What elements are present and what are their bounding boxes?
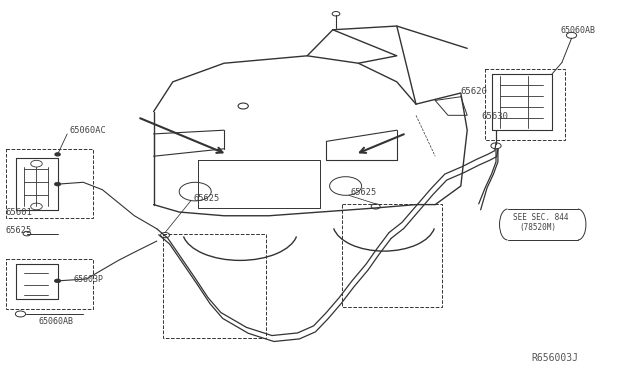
Text: (78520M): (78520M): [520, 223, 557, 232]
Text: 65060AC: 65060AC: [69, 126, 106, 135]
Circle shape: [55, 153, 60, 156]
Text: SEE SEC. 844: SEE SEC. 844: [513, 213, 569, 222]
Text: 65601: 65601: [5, 208, 32, 217]
Text: 65060AB: 65060AB: [561, 26, 596, 35]
Circle shape: [54, 182, 61, 186]
Circle shape: [54, 279, 61, 283]
Text: 65060AB: 65060AB: [38, 317, 74, 326]
Text: 65630: 65630: [481, 112, 508, 121]
Text: 65625: 65625: [351, 188, 377, 197]
Text: 65625: 65625: [5, 226, 31, 235]
Text: 65625: 65625: [193, 194, 220, 203]
Text: 65603P: 65603P: [74, 275, 104, 283]
Text: 65620: 65620: [461, 87, 488, 96]
Text: R656003J: R656003J: [531, 353, 578, 363]
